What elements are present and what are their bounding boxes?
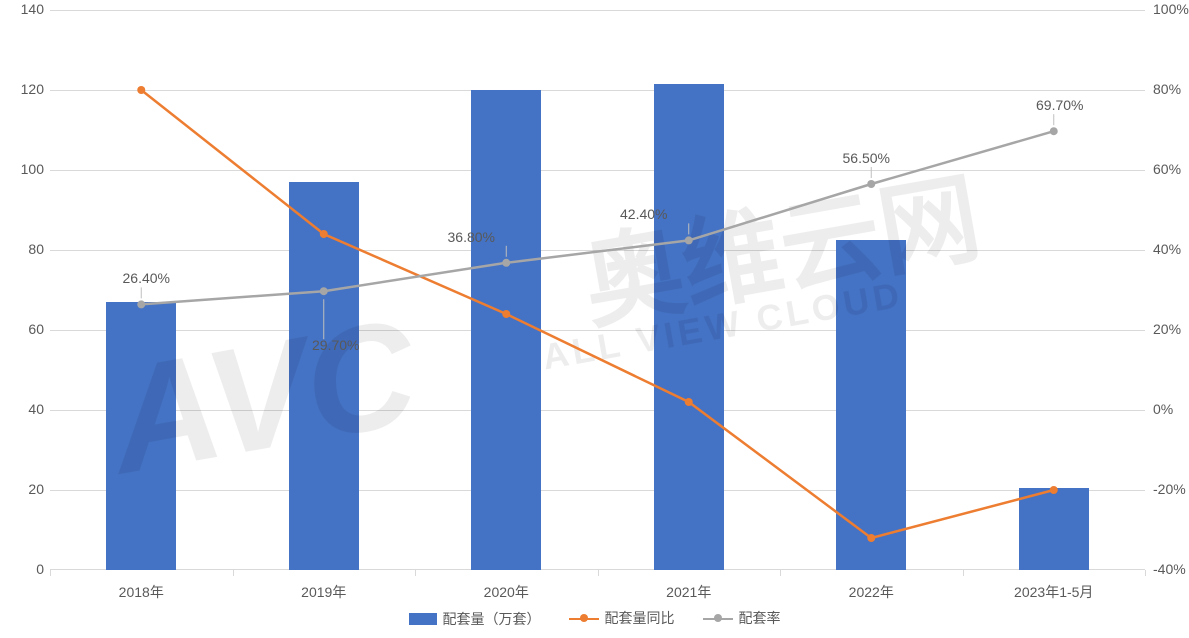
- x-tick-mark: [598, 570, 599, 576]
- x-tick-mark: [963, 570, 964, 576]
- legend-swatch-bar: [409, 613, 437, 625]
- y-axis-left-tick: 80: [8, 241, 44, 257]
- x-tick-mark: [780, 570, 781, 576]
- legend-label: 配套量同比: [605, 608, 675, 628]
- x-axis-label: 2019年: [301, 582, 346, 602]
- y-axis-right-tick: 100%: [1153, 1, 1189, 17]
- y-axis-left-tick: 120: [8, 81, 44, 97]
- x-tick-mark: [50, 570, 51, 576]
- legend: 配套量（万套） 配套量同比 配套率: [0, 608, 1189, 630]
- rate-marker: [685, 236, 693, 244]
- lines-layer: [50, 10, 1145, 570]
- rate-data-label: 36.80%: [448, 229, 495, 245]
- y-axis-right-tick: 40%: [1153, 241, 1181, 257]
- yoy-marker: [137, 86, 145, 94]
- x-tick-mark: [415, 570, 416, 576]
- rate-marker: [1050, 127, 1058, 135]
- legend-label: 配套量（万套）: [443, 609, 541, 629]
- yoy-marker: [320, 230, 328, 238]
- y-axis-left-tick: 140: [8, 1, 44, 17]
- x-axis-label: 2018年: [119, 582, 164, 602]
- rate-marker: [137, 300, 145, 308]
- y-axis-right-tick: 60%: [1153, 161, 1181, 177]
- y-axis-left-tick: 100: [8, 161, 44, 177]
- legend-item: 配套量同比: [569, 608, 675, 628]
- legend-item: 配套率: [703, 608, 781, 628]
- legend-item: 配套量（万套）: [409, 609, 541, 629]
- x-axis-label: 2022年: [849, 582, 894, 602]
- y-axis-left-tick: 60: [8, 321, 44, 337]
- y-axis-left-tick: 0: [8, 561, 44, 577]
- y-axis-left-tick: 40: [8, 401, 44, 417]
- y-axis-right-tick: -20%: [1153, 481, 1186, 497]
- rate-data-label: 56.50%: [843, 150, 890, 166]
- y-axis-right-tick: 80%: [1153, 81, 1181, 97]
- yoy-marker: [502, 310, 510, 318]
- legend-label: 配套率: [739, 608, 781, 628]
- plot-area: 020406080100120140-40%-20%0%20%40%60%80%…: [50, 10, 1145, 570]
- y-axis-right-tick: 0%: [1153, 401, 1173, 417]
- combo-chart: 0 20 40 60 80 100 120 140 -40% -20% 0% 20% 40% 60% 80%…: [0, 0, 1189, 638]
- rate-data-label: 69.70%: [1036, 97, 1083, 113]
- y-axis-left-tick: 20: [8, 481, 44, 497]
- rate-data-label: 26.40%: [123, 270, 170, 286]
- yoy-marker: [685, 398, 693, 406]
- rate-marker: [320, 287, 328, 295]
- legend-swatch-line: [703, 611, 733, 625]
- yoy-line: [141, 90, 1054, 538]
- rate-data-label: 42.40%: [620, 206, 667, 222]
- x-axis-label: 2023年1-5月: [1014, 582, 1093, 602]
- yoy-marker: [1050, 486, 1058, 494]
- rate-data-label: 29.70%: [312, 337, 359, 353]
- rate-marker: [502, 259, 510, 267]
- x-axis-label: 2021年: [666, 582, 711, 602]
- legend-swatch-line: [569, 611, 599, 625]
- rate-line: [141, 131, 1054, 304]
- yoy-marker: [867, 534, 875, 542]
- rate-marker: [867, 180, 875, 188]
- y-axis-right-tick: -40%: [1153, 561, 1186, 577]
- x-axis-label: 2020年: [484, 582, 529, 602]
- x-tick-mark: [1145, 570, 1146, 576]
- y-axis-right-tick: 20%: [1153, 321, 1181, 337]
- x-tick-mark: [233, 570, 234, 576]
